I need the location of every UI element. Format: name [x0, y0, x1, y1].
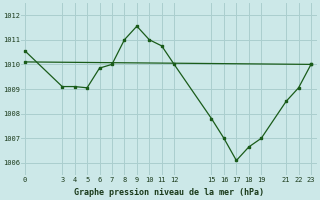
X-axis label: Graphe pression niveau de la mer (hPa): Graphe pression niveau de la mer (hPa)	[74, 188, 264, 197]
